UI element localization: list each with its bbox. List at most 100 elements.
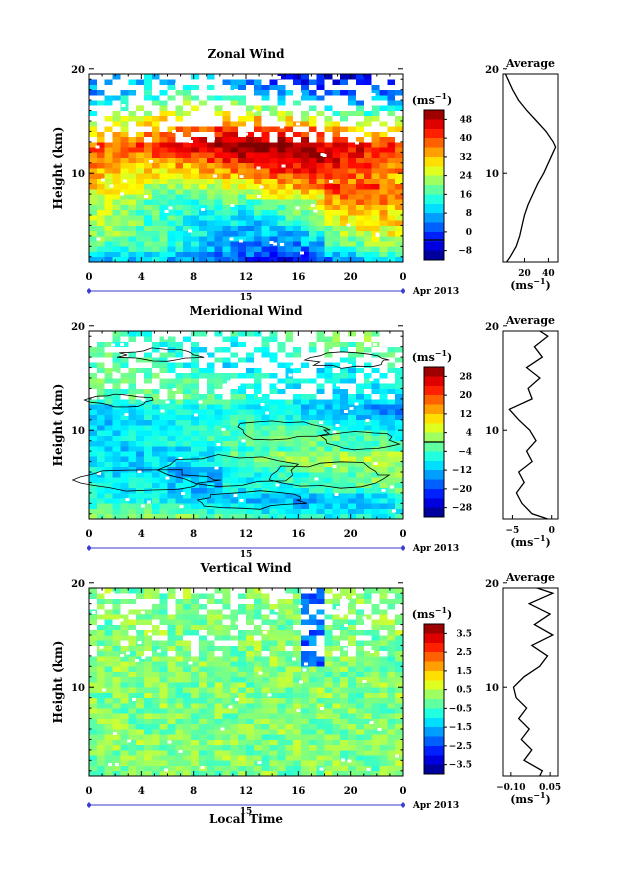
heatmap-cell <box>348 251 357 258</box>
heatmap-cell <box>261 666 270 672</box>
heatmap-cell <box>151 482 161 489</box>
heatmap-cell <box>112 760 121 766</box>
heatmap-cell <box>167 687 176 693</box>
heatmap-cell <box>136 173 145 179</box>
heatmap-cell <box>269 419 278 426</box>
heatmap-cell <box>348 440 357 447</box>
heatmap-cell <box>159 640 168 646</box>
heatmap-cell <box>222 629 231 636</box>
heatmap-cell <box>246 713 255 719</box>
date-bar-start-dot <box>87 289 91 293</box>
heatmap-cell <box>175 588 184 594</box>
heatmap-cell <box>371 687 380 693</box>
heatmap-cell <box>355 404 365 410</box>
heatmap-cell <box>238 121 247 127</box>
heatmap-gap <box>373 462 378 465</box>
heatmap-cell <box>175 404 184 410</box>
heatmap-cell <box>285 692 294 699</box>
heatmap-cell <box>96 729 106 735</box>
heatmap-cell <box>198 241 208 247</box>
heatmap-gap <box>320 707 325 711</box>
heatmap-cell <box>167 357 176 363</box>
heatmap-cell <box>253 393 263 400</box>
heatmap-cell <box>340 482 349 489</box>
heatmap-cell <box>222 650 231 657</box>
heatmap-cell <box>332 398 341 405</box>
heatmap-cell <box>238 645 247 652</box>
heatmap-cell <box>136 362 145 368</box>
heatmap-cell <box>332 105 341 111</box>
heatmap-cell <box>308 188 318 195</box>
heatmap-cell <box>355 456 365 462</box>
heatmap-cell <box>151 372 161 379</box>
heatmap-cell <box>277 79 286 85</box>
heatmap-cell <box>167 152 176 158</box>
heatmap-cell <box>214 598 223 605</box>
heatmap-cell <box>355 79 365 85</box>
heatmap-cell <box>340 194 349 200</box>
heatmap-cell <box>230 215 239 221</box>
heatmap-cell <box>355 477 365 483</box>
heatmap-cell <box>246 676 255 683</box>
heatmap-cell <box>89 256 98 263</box>
heatmap-cell <box>316 661 325 667</box>
heatmap-cell <box>128 482 137 489</box>
heatmap-cell <box>89 498 98 504</box>
heatmap-cell <box>191 744 200 751</box>
heatmap-cell <box>253 147 263 153</box>
heatmap-cell <box>253 398 263 405</box>
heatmap-cell <box>246 687 255 693</box>
heatmap-cell <box>285 362 294 368</box>
heatmap-cell <box>198 739 208 746</box>
heatmap-cell <box>230 619 239 625</box>
colorbar-tick-label: 2.5 <box>456 648 472 658</box>
x-tick-label: 0 <box>400 786 407 797</box>
heatmap-cell <box>371 472 380 478</box>
heatmap-cell <box>269 729 278 735</box>
y-axis-label: Height (km) <box>51 127 65 210</box>
heatmap-cell <box>191 718 200 725</box>
heatmap-cell <box>214 513 223 520</box>
heatmap-cell <box>308 603 318 610</box>
heatmap-cell <box>128 131 137 138</box>
heatmap-cell <box>261 414 270 421</box>
heatmap-cell <box>246 593 255 599</box>
y-tick-label: 20 <box>71 579 85 590</box>
heatmap-cell <box>120 598 129 605</box>
heatmap-cell <box>348 608 357 615</box>
heatmap-cell <box>183 492 192 499</box>
heatmap-cell <box>285 235 294 242</box>
heatmap-cell <box>222 487 231 494</box>
heatmap-cell <box>316 121 325 127</box>
heatmap-cell <box>238 194 247 200</box>
heatmap-cell <box>363 121 372 127</box>
heatmap-cell <box>96 697 106 704</box>
heatmap-cell <box>104 220 113 226</box>
heatmap-cell <box>89 178 98 185</box>
heatmap-gap <box>99 75 104 79</box>
heatmap-cell <box>285 472 294 478</box>
heatmap-cell <box>136 729 145 735</box>
heatmap-cell <box>253 84 263 91</box>
heatmap-cell <box>128 608 137 615</box>
heatmap-cell <box>348 141 357 148</box>
heatmap-cell <box>120 89 129 96</box>
heatmap-cell <box>277 209 286 216</box>
heatmap-cell <box>246 435 255 442</box>
heatmap-cell <box>293 734 302 740</box>
heatmap-cell <box>379 498 388 504</box>
heatmap-cell <box>261 477 270 483</box>
heatmap-cell <box>379 702 388 709</box>
heatmap-cell <box>355 168 365 174</box>
heatmap-cell <box>143 419 153 426</box>
heatmap-cell <box>316 388 325 395</box>
heatmap-cell <box>246 230 255 237</box>
heatmap-cell <box>120 215 129 221</box>
heatmap-gap <box>342 596 347 600</box>
heatmap-cell <box>191 94 200 101</box>
heatmap-cell <box>167 141 176 148</box>
heatmap-cell <box>89 692 98 699</box>
heatmap-cell <box>316 367 325 374</box>
heatmap-cell <box>151 682 161 688</box>
heatmap-cell <box>167 430 176 436</box>
